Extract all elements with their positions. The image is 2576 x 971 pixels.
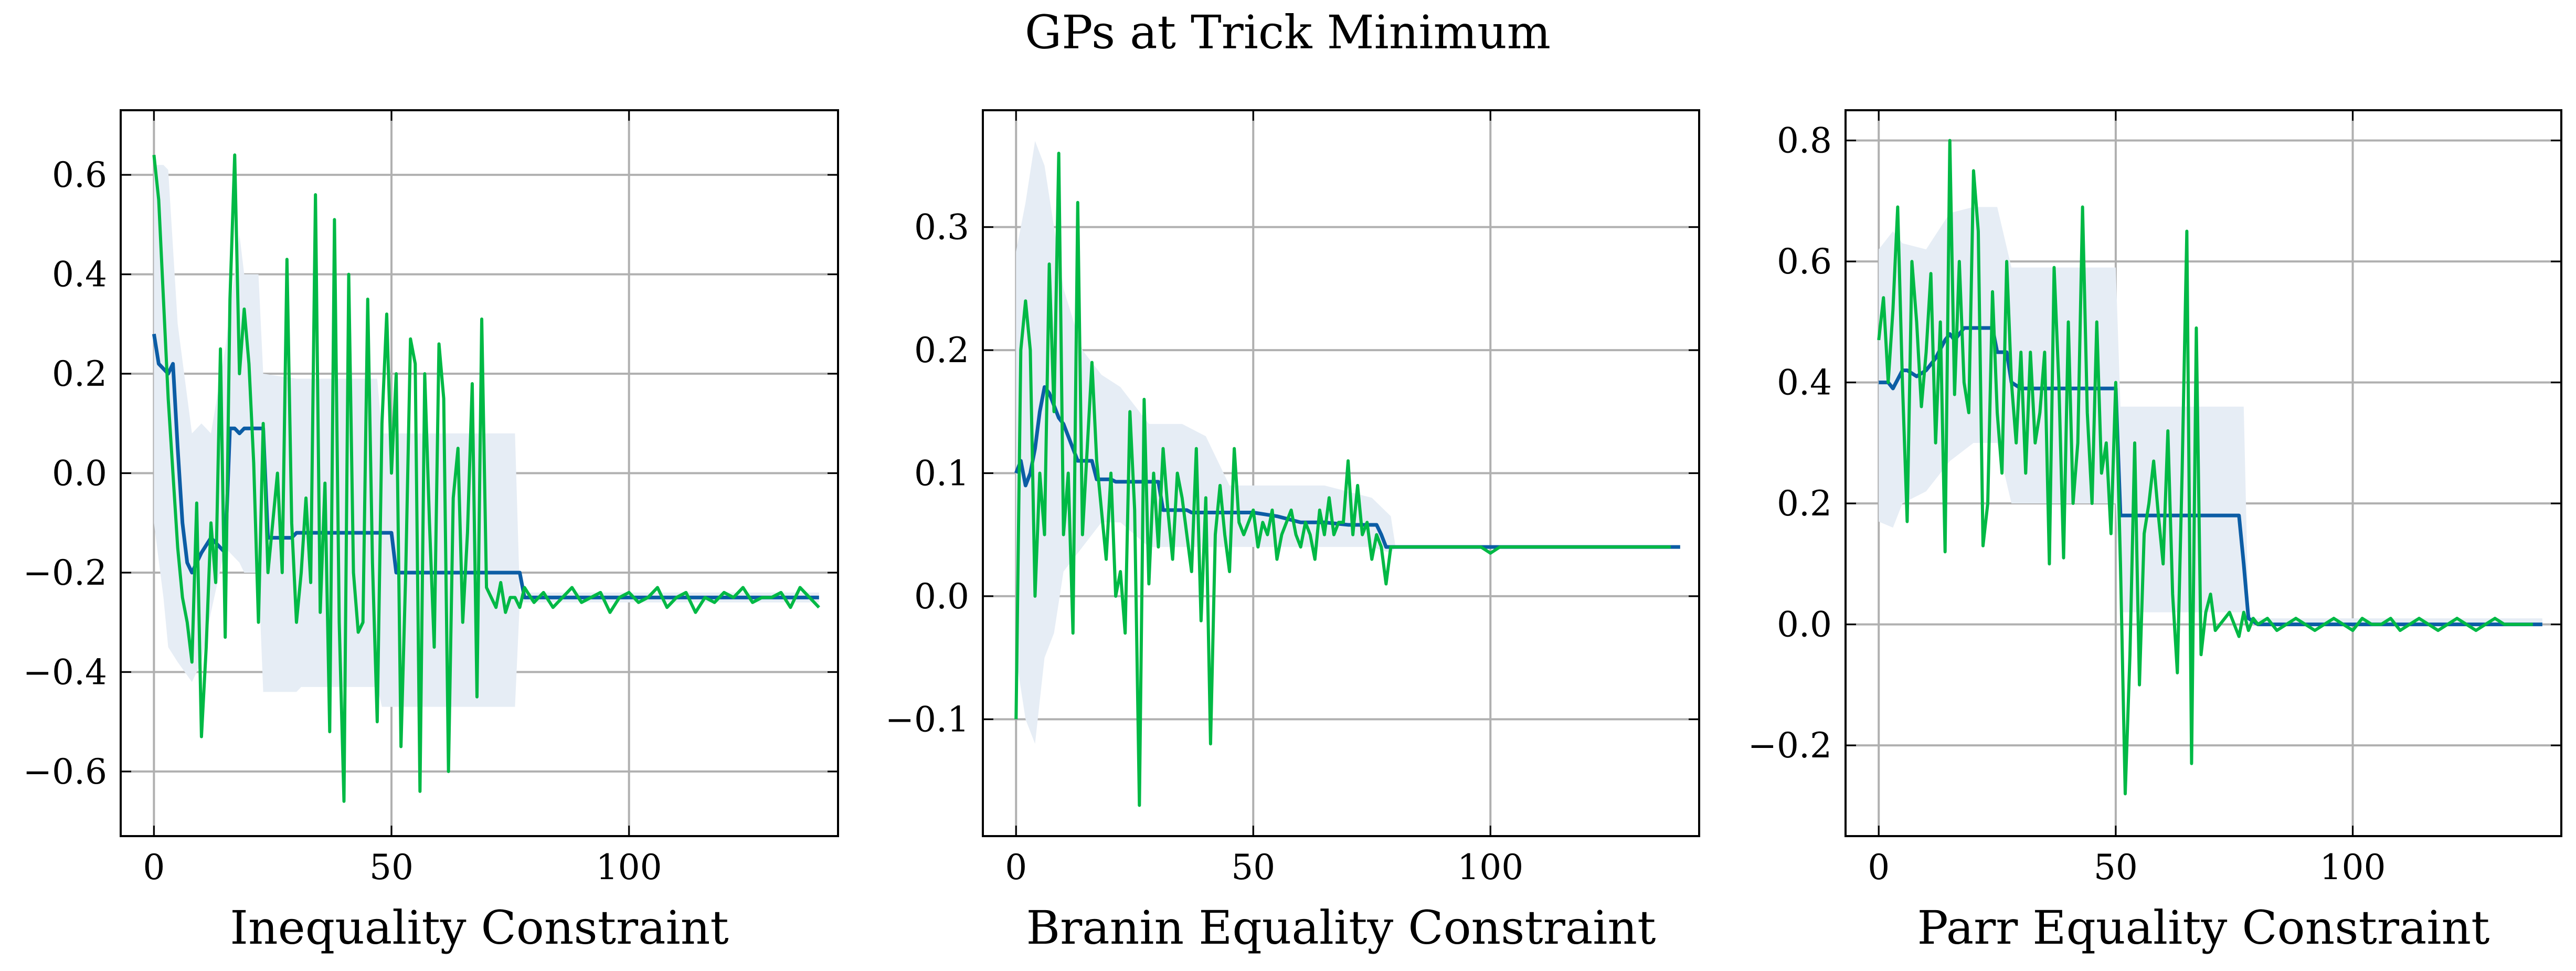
y-tick-label: 0.0 [1777,605,1832,645]
y-tick-label: −0.6 [23,752,107,792]
x-tick-label: 50 [1231,847,1275,888]
x-axis-label: Branin Equality Constraint [1026,901,1656,955]
x-tick-label: 100 [596,847,662,888]
plot-area [1877,139,2542,796]
plot-area [152,153,820,803]
y-tick-label: 0.6 [1777,241,1832,282]
subplot-branin-equality-constraint: −0.1 0.0 0.1 0.2 0.3 0 50 100 Branin Equality Co… [885,109,1700,955]
y-tick-label: 0.2 [1777,483,1832,524]
y-tick-label: 0.3 [914,207,969,248]
x-tick-label: 100 [1457,847,1523,888]
plot-area [1014,141,1680,807]
x-tick-label: 0 [1005,847,1027,888]
subplot-inequality-constraint: −0.6 −0.4 −0.2 0.0 0.2 0.4 0.6 0 50 100 Inequality… [23,109,839,955]
x-tick-label: 100 [2320,847,2386,888]
y-tick-label: −0.2 [1748,725,1832,766]
y-tick-label: −0.2 [23,553,107,593]
axes-frame [1844,109,2562,837]
confidence-band [1016,141,1680,744]
y-tick-label: 0.2 [914,330,969,371]
observed-series-line [1014,152,1671,807]
x-axis-label: Inequality Constraint [230,901,729,955]
y-tick-label: 0.4 [1777,363,1832,403]
y-tick-label: 0.0 [914,576,969,617]
x-tick-label: 50 [369,847,414,888]
y-tick-label: 0.8 [1777,121,1832,161]
y-tick-label: −0.4 [23,652,107,692]
y-tick-label: 0.4 [52,255,107,295]
y-tick-label: 0.2 [52,354,107,394]
x-tick-label: 0 [143,847,165,888]
observed-series-line [1877,139,2533,796]
confidence-band [1879,207,2542,625]
x-axis-label: Parr Equality Constraint [1917,901,2489,955]
y-tick-label: 0.1 [914,453,969,494]
subplot-parr-equality-constraint: −0.2 0.0 0.2 0.4 0.6 0.8 0 50 100 Parr Equality C… [1748,109,2562,955]
y-tick-label: −0.1 [885,699,969,740]
x-tick-label: 0 [1868,847,1890,888]
observed-series-line [152,153,820,803]
y-tick-label: 0.6 [52,155,107,195]
figure-title: GPs at Trick Minimum [1025,5,1551,59]
y-tick-label: 0.0 [52,453,107,494]
x-tick-label: 50 [2094,847,2138,888]
